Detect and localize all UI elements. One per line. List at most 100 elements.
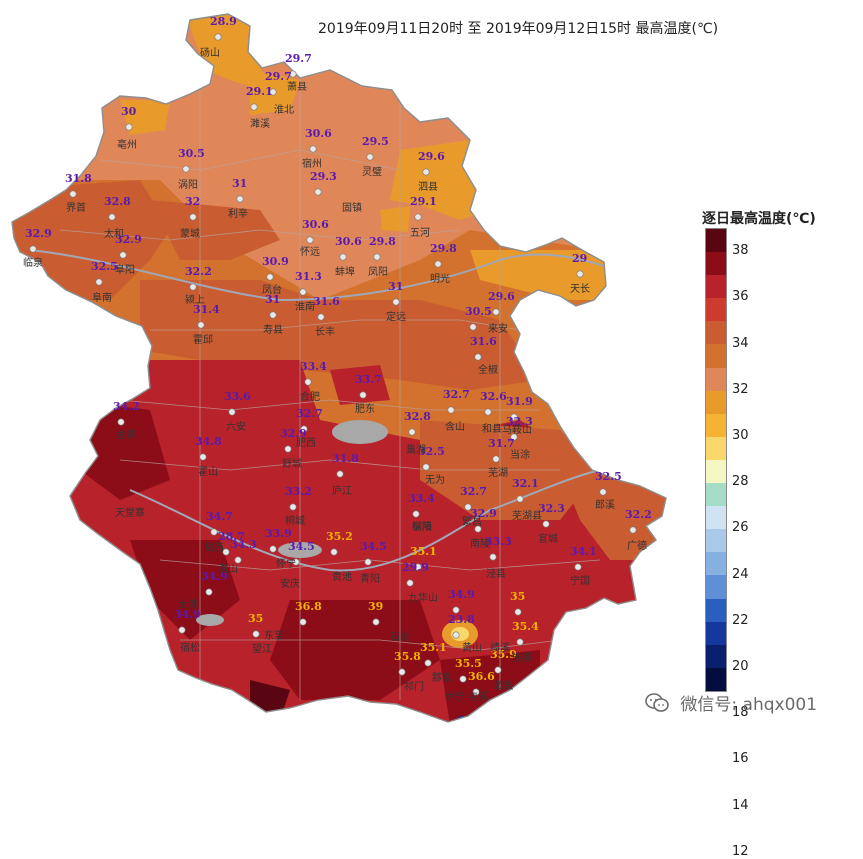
place-label: 颍上 — [185, 293, 205, 306]
place-label: 合肥 — [300, 390, 320, 403]
station-temp-value: 33.7 — [355, 373, 382, 386]
station-marker — [576, 270, 584, 278]
station-temp-value: 29.9 — [402, 561, 429, 574]
legend-tick-label: 38 — [732, 243, 749, 259]
station-temp-value: 33.4 — [408, 492, 435, 505]
station-marker — [210, 528, 218, 536]
station-temp-value: 34.9 — [201, 570, 228, 583]
station-temp-value: 31.9 — [506, 395, 533, 408]
station-temp-value: 32.5 — [418, 445, 445, 458]
place-label: 岳西 — [204, 542, 224, 554]
station-marker — [189, 213, 197, 221]
place-label: 九华山 — [408, 591, 438, 604]
station-marker — [214, 33, 222, 41]
station-marker — [452, 606, 460, 614]
place-label: 怀远 — [300, 246, 320, 258]
station-marker — [228, 408, 236, 416]
station-temp-value: 30.6 — [302, 218, 329, 231]
place-label: 广德 — [627, 539, 647, 552]
place-label: 界首 — [66, 201, 86, 214]
place-label: 阜阳 — [115, 263, 135, 276]
station-marker — [289, 70, 297, 78]
station-marker — [234, 556, 242, 564]
station-marker — [414, 213, 422, 221]
station-temp-value: 29.5 — [362, 135, 389, 148]
legend-tick-label: 22 — [732, 612, 749, 628]
place-label: 巢湖 — [406, 443, 426, 456]
station-temp-value: 35.2 — [326, 530, 353, 543]
place-label: 涡阳 — [178, 179, 198, 191]
place-label: 霍山 — [198, 466, 218, 478]
station-temp-value: 32.2 — [625, 508, 652, 521]
station-temp-value: 35.5 — [455, 657, 482, 670]
station-marker — [422, 463, 430, 471]
station-marker — [474, 525, 482, 533]
legend-swatch — [706, 321, 726, 345]
place-label: 亳州 — [117, 138, 137, 151]
station-temp-value: 29 — [572, 252, 587, 265]
station-marker — [359, 391, 367, 399]
place-label: 萧县 — [287, 81, 307, 93]
place-label: 濉溪 — [250, 117, 270, 130]
station-temp-value: 34.2 — [113, 400, 140, 413]
place-label: 绩溪 — [490, 641, 510, 654]
place-label: 当涂 — [510, 448, 530, 461]
place-label: 明光 — [430, 272, 450, 285]
station-marker — [494, 666, 502, 674]
place-label: 宣城 — [538, 532, 558, 545]
station-temp-value: 33.4 — [300, 360, 327, 373]
station-marker — [119, 251, 127, 259]
legend-swatch — [706, 390, 726, 414]
legend-swatch — [706, 367, 726, 391]
station-temp-value: 39 — [368, 600, 383, 613]
legend-tick-label: 36 — [732, 289, 749, 305]
station-marker — [510, 413, 518, 421]
station-marker — [250, 103, 258, 111]
station-marker — [364, 558, 372, 566]
station-temp-value: 30.6 — [305, 127, 332, 140]
station-marker — [510, 433, 518, 441]
station-marker — [189, 283, 197, 291]
station-temp-value: 34.1 — [570, 545, 597, 558]
station-marker — [452, 631, 460, 639]
station-temp-value: 30.5 — [465, 305, 492, 318]
place-label: 旌德 — [512, 651, 532, 664]
station-marker — [492, 308, 500, 316]
station-temp-value: 31.4 — [193, 303, 220, 316]
legend-swatch — [706, 436, 726, 460]
place-label: 含山 — [445, 420, 465, 433]
station-marker — [484, 408, 492, 416]
legend-swatch — [706, 413, 726, 437]
legend-swatch — [706, 529, 726, 553]
station-temp-value: 32.8 — [104, 195, 131, 208]
place-label: 天长 — [570, 283, 590, 295]
place-label: 南陵 — [470, 537, 490, 550]
station-temp-value: 28.7 — [218, 530, 245, 543]
station-marker — [252, 630, 260, 638]
place-label: 砀山 — [200, 47, 220, 59]
place-label: 淮北 — [274, 104, 294, 116]
legend-swatch — [706, 344, 726, 368]
station-marker — [269, 88, 277, 96]
place-label: 蒙城 — [180, 227, 200, 240]
place-label: 来安 — [488, 322, 508, 335]
station-marker — [29, 245, 37, 253]
station-temp-value: 32.2 — [185, 265, 212, 278]
place-label: 芜湖县 — [512, 509, 542, 522]
place-label: 肥东 — [355, 402, 375, 415]
legend-color-bar — [705, 228, 727, 692]
temperature-map: 28.9 29.7 29.7 29.1 30 30.6 29.5 29.6 30.5 29.3 31… — [11, 13, 667, 723]
station-temp-value: 29.1 — [246, 85, 273, 98]
station-marker — [516, 638, 524, 646]
station-temp-value: 31 — [265, 293, 280, 306]
place-label: 黄山 — [462, 641, 482, 654]
place-label: 东至 — [264, 629, 284, 642]
place-label: 太湖 — [178, 598, 198, 611]
station-temp-value: 30 — [121, 105, 137, 118]
station-marker — [434, 260, 442, 268]
station-temp-value: 35 — [510, 590, 525, 603]
station-temp-value: 33.2 — [285, 485, 312, 498]
station-marker — [412, 510, 420, 518]
station-marker — [516, 495, 524, 503]
